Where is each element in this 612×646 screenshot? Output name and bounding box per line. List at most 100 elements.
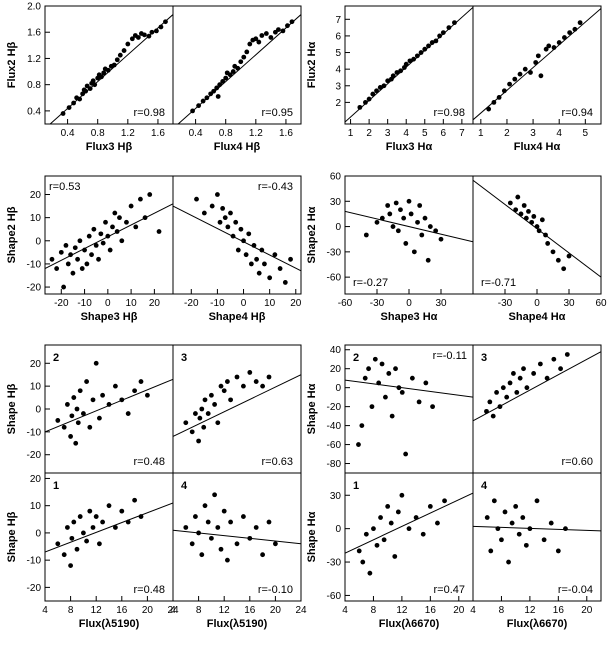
data-point [491,99,497,105]
data-point [61,424,67,430]
data-point [562,35,567,40]
data-point [183,525,189,530]
data-point [83,88,89,94]
data-point [446,25,452,31]
data-point [419,232,425,238]
x-tick-label: 2 [504,128,510,139]
data-point [260,552,265,558]
x-tick-label: 0 [534,298,540,309]
data-point [356,548,362,554]
y-tick-label: 7 [335,15,341,26]
data-point [521,203,527,208]
data-point [396,385,402,391]
data-point [145,392,150,398]
data-point [125,519,131,525]
data-point [147,192,153,197]
data-point [218,383,224,389]
data-point [273,541,278,547]
data-point [528,70,533,75]
data-point [577,20,583,26]
data-point [246,231,252,237]
panel-frame [44,472,174,602]
data-point [241,383,246,389]
y-tick-label: -20 [27,283,42,294]
data-point [555,257,561,263]
data-point [356,442,361,447]
data-point [119,508,125,514]
data-point [81,530,86,536]
x-tick-label: 16 [244,605,256,616]
data-point [285,23,290,29]
y-tick-label: -10 [27,259,42,270]
data-point [84,379,89,384]
panel-number: 1 [353,480,359,492]
x-tick-label: 4 [403,128,409,139]
data-point [248,261,254,267]
data-point [211,88,217,94]
data-point [225,557,230,563]
data-point [225,224,231,230]
data-area [473,8,601,121]
data-point [77,388,83,394]
data-point [228,210,233,216]
x-tick-label: 60 [595,298,607,309]
y-tick-label: 0 [335,383,341,394]
data-point [217,219,223,225]
data-point [521,366,526,372]
data-point [440,30,446,35]
data-point [96,256,101,262]
data-point [378,515,383,520]
data-point [487,399,493,405]
data-point [230,69,236,74]
x-tick-label: 0.8 [91,128,105,139]
data-point [509,520,515,526]
x-tick-label: 20 [290,298,302,309]
data-point [146,33,152,39]
panel-10: r=0.63 3 [172,344,302,474]
data-point [204,95,210,101]
x-tick-label: 4 [342,605,348,616]
data-point [91,226,97,232]
data-point [241,238,246,244]
data-point [97,541,102,547]
data-point [272,252,278,258]
data-area [173,370,301,444]
panel-frame [172,344,302,474]
data-point [426,43,431,49]
x-tick-label: 16 [116,605,128,616]
data-point [68,252,73,258]
data-area [177,14,301,124]
data-point [414,53,420,59]
x-tick-label: 20 [581,605,593,616]
data-point [524,385,530,391]
data-point [215,94,221,99]
data-point [363,232,369,238]
data-point [515,194,521,200]
data-point [75,420,81,426]
data-point [73,440,79,446]
data-point [537,361,543,367]
data-point [189,429,195,435]
data-point [128,203,134,209]
y-tick-label: -80 [327,459,342,470]
data-point [452,20,457,26]
fit-line [345,210,473,243]
data-point [415,219,420,225]
data-point [202,503,208,509]
x-axis-label: Shape4 Hβ [209,311,266,323]
panel-5: -20 -10 0 10 20 -20 -10 0 10 20 Shape3 Hβ Shape2 Hβ… [6,175,174,323]
data-point [247,41,253,47]
x-tick-label: 6 [441,128,447,139]
x-axis-label: Shape4 Hα [509,311,566,323]
data-point [87,86,93,91]
data-point [79,266,85,271]
y-tick-label: 10 [30,501,42,512]
data-point [77,96,83,102]
data-point [516,531,522,537]
x-tick-label: 7 [459,128,465,139]
y-tick-label: -20 [327,402,342,413]
data-point [119,238,125,244]
data-point [99,74,104,80]
